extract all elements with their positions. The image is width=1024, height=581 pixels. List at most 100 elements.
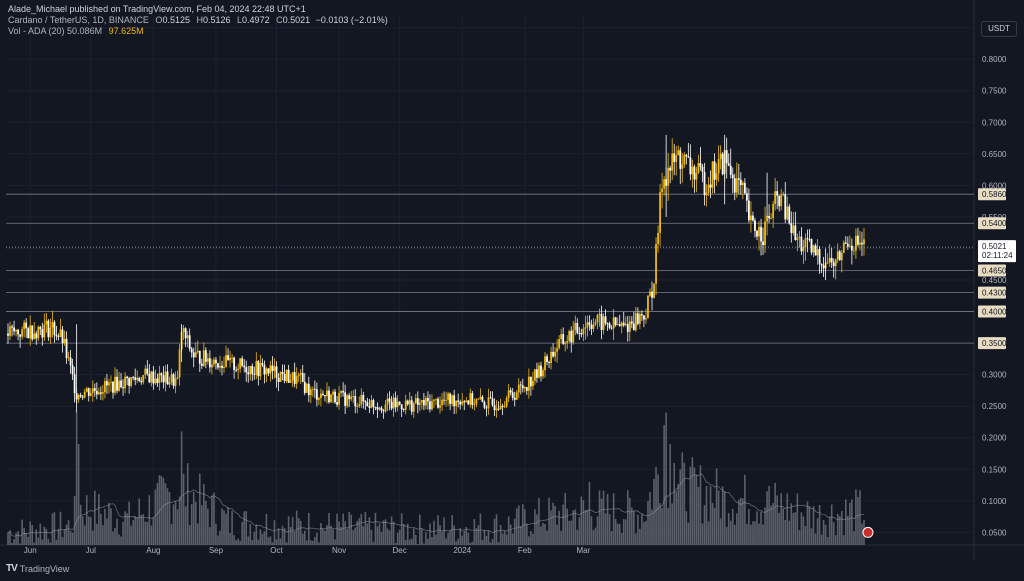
volume-bar bbox=[586, 509, 589, 545]
candle-body bbox=[513, 397, 516, 400]
volume-bar bbox=[61, 537, 64, 545]
candle-body bbox=[271, 365, 274, 371]
volume-bar bbox=[657, 474, 659, 545]
volume-bar bbox=[719, 518, 722, 545]
volume-bar bbox=[372, 541, 375, 545]
candle-body bbox=[638, 314, 641, 324]
candle-body bbox=[65, 338, 68, 358]
volume-bar bbox=[431, 537, 433, 545]
volume-bar bbox=[320, 522, 322, 545]
volume-bar bbox=[685, 511, 688, 545]
volume-bar bbox=[445, 538, 447, 545]
volume-bar bbox=[818, 505, 821, 545]
volume-bar bbox=[142, 514, 145, 545]
candle-body bbox=[15, 329, 17, 332]
volume-bar bbox=[449, 530, 451, 545]
level-tag-label: 0.4650 bbox=[982, 267, 1007, 276]
brand-name[interactable]: TradingView bbox=[19, 563, 70, 574]
volume-bar bbox=[461, 535, 464, 545]
candle-body bbox=[808, 239, 811, 240]
candle-body bbox=[208, 358, 211, 368]
volume-bar bbox=[316, 532, 318, 545]
candle-body bbox=[120, 380, 122, 388]
volume-bar bbox=[257, 539, 260, 545]
volume-bar bbox=[861, 523, 863, 545]
volume-bar bbox=[217, 535, 219, 545]
volume-bar bbox=[574, 509, 577, 545]
volume-bar bbox=[770, 505, 772, 545]
level-tag-box bbox=[978, 337, 1006, 350]
candle-body bbox=[507, 390, 510, 398]
candle-body bbox=[822, 265, 825, 269]
candle-body bbox=[552, 351, 554, 357]
candle-body bbox=[340, 391, 343, 394]
candle-body bbox=[27, 328, 30, 339]
candle-body bbox=[790, 223, 793, 234]
candle-body bbox=[221, 365, 223, 368]
candle-body bbox=[350, 396, 353, 400]
volume-bar bbox=[689, 466, 692, 545]
currency-badge[interactable]: USDT bbox=[981, 21, 1017, 37]
y-tick-label: 0.4500 bbox=[982, 276, 1007, 285]
volume-bar bbox=[429, 523, 431, 545]
volume-bar bbox=[376, 526, 379, 545]
volume-bar bbox=[568, 520, 571, 545]
volume-bar bbox=[186, 463, 189, 545]
candle-body bbox=[616, 324, 619, 326]
volume-bar bbox=[671, 503, 673, 545]
volume-bar bbox=[857, 496, 859, 545]
volume-bar bbox=[822, 520, 825, 545]
candle-body bbox=[23, 322, 26, 330]
symbol-name[interactable]: Cardano / TetherUS, 1D, BINANCE bbox=[8, 15, 149, 25]
volume-bar bbox=[348, 511, 350, 545]
candle-body bbox=[370, 400, 373, 408]
volume-bar bbox=[55, 539, 58, 545]
volume-bar bbox=[235, 540, 237, 545]
volume-bar bbox=[57, 528, 60, 545]
candle-body bbox=[685, 154, 688, 157]
candle-body bbox=[636, 313, 639, 324]
candle-body bbox=[231, 357, 233, 359]
candle-body bbox=[372, 400, 375, 407]
y-tick-label: 0.6000 bbox=[982, 181, 1007, 190]
candle-body bbox=[485, 407, 488, 409]
volume-bar bbox=[812, 506, 815, 545]
open-value: 0.5125 bbox=[162, 15, 190, 25]
volume-bar bbox=[354, 527, 357, 545]
candle-body bbox=[802, 247, 805, 252]
volume-bar bbox=[683, 462, 686, 545]
volume-bar bbox=[253, 531, 256, 545]
volume-bar bbox=[853, 531, 855, 545]
volume-bar bbox=[120, 536, 122, 545]
volume-bar bbox=[655, 467, 657, 545]
candle-body bbox=[81, 396, 84, 398]
candle-body bbox=[548, 361, 550, 363]
candle-body bbox=[17, 329, 19, 335]
tradingview-logo-icon[interactable]: TV bbox=[6, 563, 18, 574]
candle-body bbox=[459, 402, 462, 405]
volume-bar bbox=[148, 495, 151, 545]
candle-body bbox=[449, 393, 452, 404]
volume-label[interactable]: Vol - ADA (20) bbox=[8, 26, 65, 36]
volume-bar bbox=[326, 525, 328, 545]
candle-body bbox=[326, 390, 328, 397]
volume-bar bbox=[604, 513, 607, 545]
candle-body bbox=[562, 334, 565, 345]
volume-bar bbox=[687, 522, 690, 545]
volume-bar bbox=[400, 513, 403, 545]
volume-bar bbox=[194, 501, 197, 545]
candle-body bbox=[778, 195, 781, 207]
candle-body bbox=[61, 329, 64, 344]
candle-body bbox=[675, 155, 678, 162]
candle-body bbox=[659, 192, 661, 233]
volume-bar bbox=[77, 444, 80, 545]
x-tick-label: Mar bbox=[576, 546, 590, 555]
volume-bar bbox=[798, 530, 801, 545]
volume-bar bbox=[637, 514, 639, 545]
volume-bar bbox=[481, 539, 484, 545]
volume-bar bbox=[152, 517, 155, 545]
volume-bar bbox=[840, 510, 843, 545]
candle-body bbox=[814, 245, 817, 256]
candle-body bbox=[152, 371, 155, 384]
